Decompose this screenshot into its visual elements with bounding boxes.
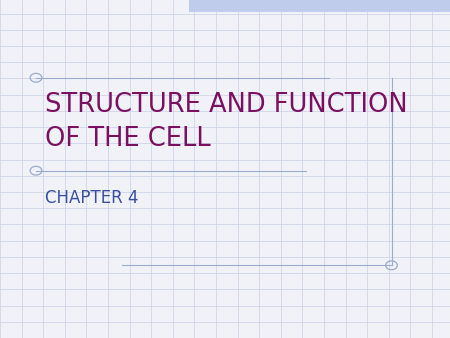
- Text: CHAPTER 4: CHAPTER 4: [45, 189, 139, 207]
- Text: OF THE CELL: OF THE CELL: [45, 126, 211, 151]
- Bar: [189, 0, 450, 12]
- Text: STRUCTURE AND FUNCTION: STRUCTURE AND FUNCTION: [45, 92, 408, 118]
